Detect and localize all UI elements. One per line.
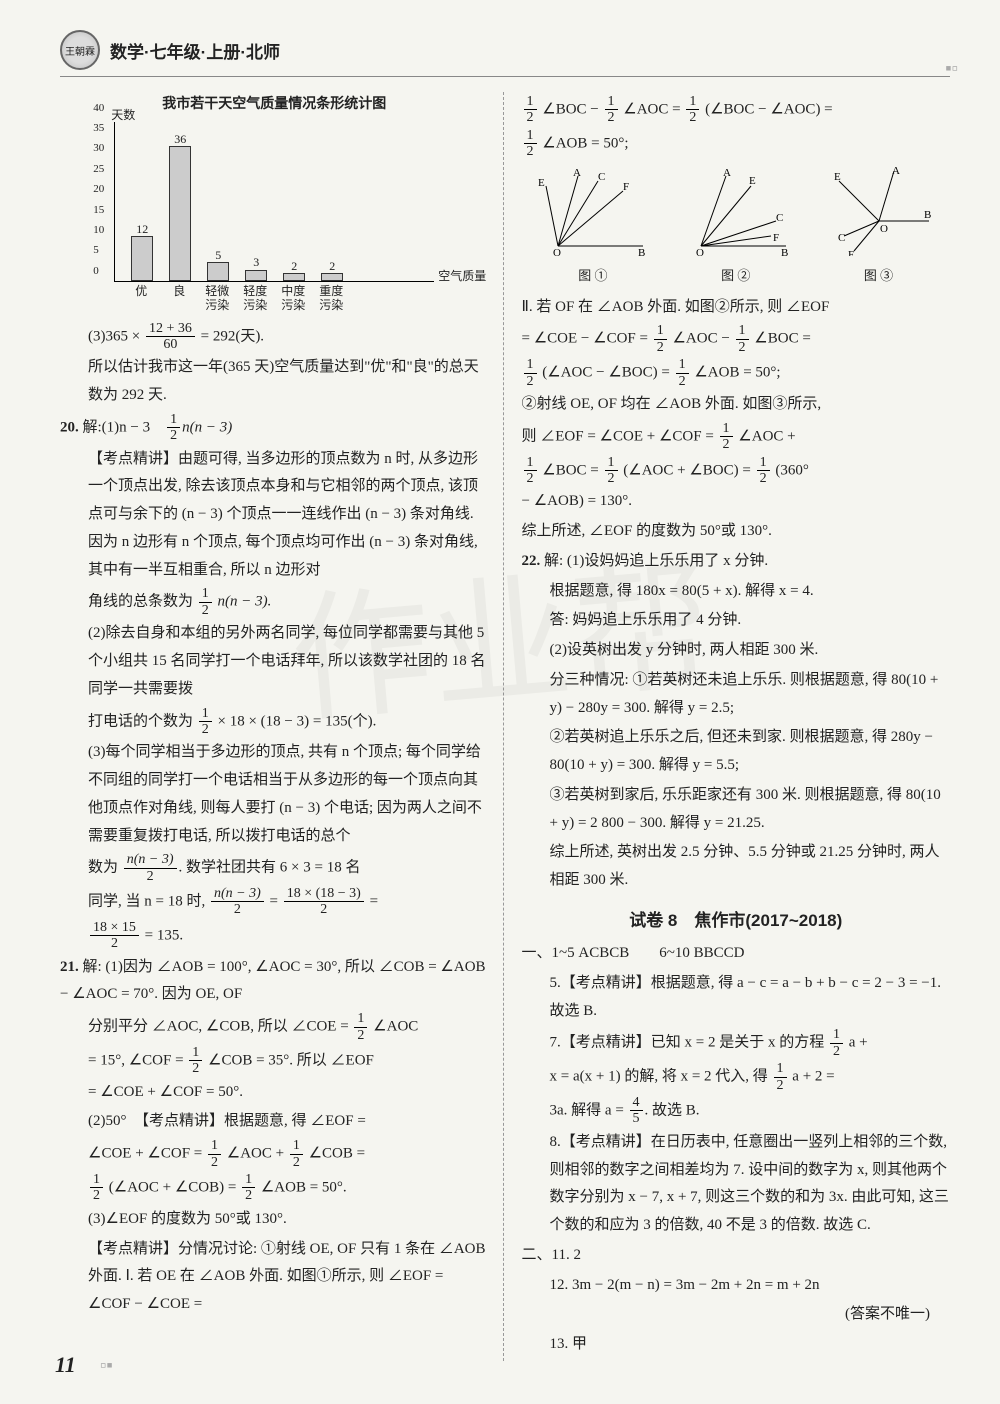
bar-1: 36	[161, 122, 199, 281]
bar-3: 3	[237, 122, 275, 281]
r-p2b: = ∠COE − ∠COF = 12 ∠AOC − 12 ∠BOC =	[522, 323, 951, 355]
left-column: 我市若干天空气质量情况条形统计图 天数 空气质量 051015202530354…	[60, 92, 504, 1361]
svg-text:A: A	[573, 167, 581, 179]
corner-dots-bl: ▫▪	[100, 1355, 113, 1376]
svg-text:O: O	[696, 247, 704, 256]
svg-text:C: C	[776, 212, 783, 224]
test8-ans1: 一、1~5 ACBCB 6~10 BBCCD	[522, 940, 951, 968]
q20-3b: 数为 n(n − 3)2. 数学社团共有 6 × 3 = 18 名	[60, 852, 489, 884]
corner-dots-tr: ▪▫	[945, 58, 958, 79]
test8-a12: 12. 3m − 2(m − n) = 3m − 2m + 2n = m + 2…	[522, 1272, 951, 1300]
test8-a8: 8.【考点精讲】在日历表中, 任意圈出一竖列上相邻的三个数, 则相邻的数字之间相…	[522, 1129, 951, 1240]
r-p3c: 12 ∠BOC = 12 (∠AOC + ∠BOC) = 12 (360°	[522, 455, 951, 487]
q22-2d: ③若英树到家后, 乐乐距家还有 300 米. 则根据题意, 得 80(10 + …	[522, 782, 951, 838]
svg-text:F: F	[848, 249, 854, 256]
svg-text:B: B	[924, 209, 931, 221]
q21-2b: ∠COE + ∠COF = 12 ∠AOC + 12 ∠COB =	[60, 1138, 489, 1170]
bar-2: 5	[199, 122, 237, 281]
q21-2a: (2)50° 【考点精讲】根据题意, 得 ∠EOF =	[60, 1108, 489, 1136]
page-number: 11	[55, 1352, 76, 1378]
bar-5: 2	[313, 122, 351, 281]
q22: 22. 解: (1)设妈妈追上乐乐用了 x 分钟.	[522, 548, 951, 576]
q20-2: (2)除去自身和本组的另外两名同学, 每位同学都需要与其他 5 个小组共 15 …	[60, 620, 489, 703]
x-axis-label: 空气质量	[438, 265, 486, 287]
q19-calc3: (3)365 × 12 + 3660 = 292(天).	[60, 321, 489, 353]
bar-chart: 天数 空气质量 0510152025303540 12365322 优良轻微 污…	[114, 122, 434, 313]
diagram-1: O B A C F E	[538, 166, 648, 256]
fig1-label: 图 ①	[538, 264, 648, 288]
logo-badge: 王朝霖	[60, 30, 100, 70]
r-p3b: 则 ∠EOF = ∠COE + ∠COF = 12 ∠AOC +	[522, 421, 951, 453]
svg-text:O: O	[553, 247, 561, 256]
fig2-label: 图 ②	[681, 264, 791, 288]
r-p3e: 综上所述, ∠EOF 的度数为 50°或 130°.	[522, 518, 951, 546]
svg-text:B: B	[638, 247, 645, 256]
q20-2b: 打电话的个数为 12 × 18 × (18 − 3) = 135(个).	[60, 706, 489, 738]
right-column: 12 ∠BOC − 12 ∠AOC = 12 (∠BOC − ∠AOC) = 1…	[522, 92, 951, 1361]
q19-conclusion: 所以估计我市这一年(365 天)空气质量达到"优"和"良"的总天数为 292 天…	[60, 354, 489, 410]
y-axis-label: 天数	[111, 104, 135, 126]
test8-a7d: 3a. 解得 a = 45. 故选 B.	[522, 1095, 951, 1127]
q20-3d: 18 × 152 = 135.	[60, 920, 489, 952]
test8-sec2: 二、11. 2	[522, 1242, 951, 1270]
q22-2b: 分三种情况: ①若英树还未追上乐乐. 则根据题意, 得 80(10 + y) −…	[522, 667, 951, 723]
q21-1b: 分别平分 ∠AOC, ∠COB, 所以 ∠COE = 12 ∠AOC	[60, 1011, 489, 1043]
r-p3d: − ∠AOB) = 130°.	[522, 488, 951, 516]
bar-0: 12	[123, 122, 161, 281]
test8-a7: 7.【考点精讲】已知 x = 2 是关于 x 的方程 12 a +	[522, 1027, 951, 1059]
q21-1c: = 15°, ∠COF = 12 ∠COB = 35°. 所以 ∠EOF	[60, 1045, 489, 1077]
svg-text:E: E	[834, 171, 841, 183]
svg-text:F: F	[773, 232, 779, 244]
q20-kd2: 角线的总条数为 12 n(n − 3).	[60, 586, 489, 618]
r-top2: 12 ∠AOB = 50°;	[522, 128, 951, 160]
q22-1c: 答: 妈妈追上乐乐用了 4 分钟.	[522, 607, 951, 635]
q20: 20. 解:(1)n − 3 12n(n − 3)	[60, 412, 489, 444]
svg-text:O: O	[880, 223, 888, 235]
svg-text:E: E	[538, 177, 545, 189]
q21-1d: = ∠COE + ∠COF = 50°.	[60, 1079, 489, 1107]
q22-2c: ②若英树追上乐乐之后, 但还未到家. 则根据题意, 得 280y − 80(10…	[522, 724, 951, 780]
q20-3a: (3)每个同学相当于多边形的顶点, 共有 n 个顶点; 每个同学给不同组的同学打…	[60, 739, 489, 850]
q21: 21. 解: (1)因为 ∠AOB = 100°, ∠AOC = 30°, 所以…	[60, 954, 489, 1010]
r-top1: 12 ∠BOC − 12 ∠AOC = 12 (∠BOC − ∠AOC) =	[522, 94, 951, 126]
svg-text:E: E	[749, 175, 756, 187]
fig3-label: 图 ③	[824, 264, 934, 288]
svg-text:B: B	[781, 247, 788, 256]
diagram-3: O B A E C F	[824, 166, 934, 256]
r-p2c: 12 (∠AOC − ∠BOC) = 12 ∠AOB = 50°;	[522, 357, 951, 389]
test8-a12b: (答案不唯一)	[522, 1301, 951, 1329]
q22-1b: 根据题意, 得 180x = 80(5 + x). 解得 x = 4.	[522, 578, 951, 606]
test8-a7c: x = a(x + 1) 的解, 将 x = 2 代入, 得 12 a + 2 …	[522, 1061, 951, 1093]
q20-kd: 【考点精讲】由题可得, 当多边形的顶点数为 n 时, 从多边形一个顶点出发, 除…	[60, 446, 489, 585]
svg-text:C: C	[838, 232, 845, 244]
q21-2c: 12 (∠AOC + ∠COB) = 12 ∠AOB = 50°.	[60, 1172, 489, 1204]
bar-4: 2	[275, 122, 313, 281]
svg-text:F: F	[623, 181, 629, 193]
test8-title: 试卷 8 焦作市(2017~2018)	[522, 905, 951, 936]
header-title: 数学·七年级·上册·北师	[110, 38, 280, 63]
svg-text:A: A	[723, 167, 731, 179]
r-p2a: Ⅱ. 若 OF 在 ∠AOB 外面. 如图②所示, 则 ∠EOF	[522, 294, 951, 322]
svg-text:A: A	[892, 166, 900, 177]
svg-text:C: C	[598, 171, 605, 183]
q21-3b: 【考点精讲】分情况讨论: ①射线 OE, OF 只有 1 条在 ∠AOB 外面.…	[60, 1236, 489, 1319]
test8-a5: 5.【考点精讲】根据题意, 得 a − c = a − b + b − c = …	[522, 970, 951, 1026]
q22-2e: 综上所述, 英树出发 2.5 分钟、5.5 分钟或 21.25 分钟时, 两人相…	[522, 839, 951, 895]
q21-3a: (3)∠EOF 的度数为 50°或 130°.	[60, 1206, 489, 1234]
angle-diagrams: O B A C F E 图 ①	[522, 166, 951, 288]
diagram-2: O B A E C F	[681, 166, 791, 256]
page-header: 王朝霖 数学·七年级·上册·北师	[60, 30, 950, 77]
q22-2a: (2)设英树出发 y 分钟时, 两人相距 300 米.	[522, 637, 951, 665]
test8-a13: 13. 甲	[522, 1331, 951, 1359]
q20-3c: 同学, 当 n = 18 时, n(n − 3)2 = 18 × (18 − 3…	[60, 886, 489, 918]
r-p3a: ②射线 OE, OF 均在 ∠AOB 外面. 如图③所示,	[522, 391, 951, 419]
